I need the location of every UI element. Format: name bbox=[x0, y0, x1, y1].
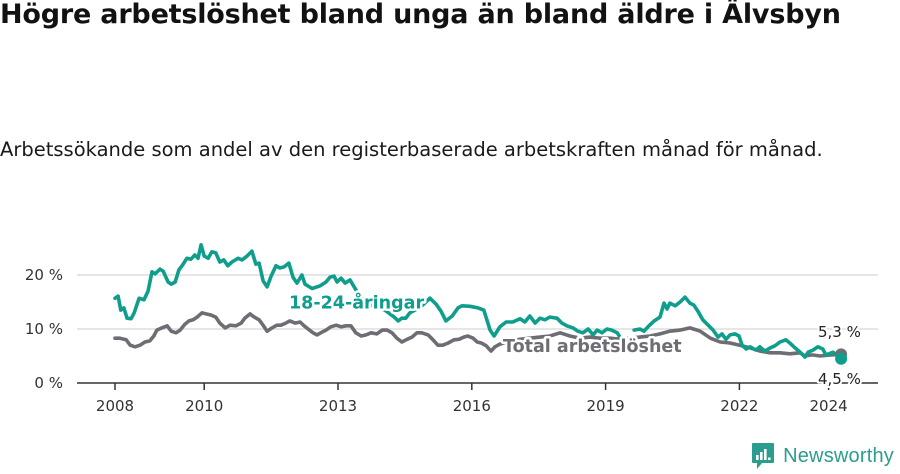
x-tick-label: 2010 bbox=[185, 397, 223, 415]
x-tick-label: 2019 bbox=[587, 397, 625, 415]
y-tick-label: 10 % bbox=[25, 320, 63, 338]
x-tick-label: 2013 bbox=[319, 397, 357, 415]
bar-chart-speech-bubble-icon bbox=[751, 442, 775, 470]
youth-unemployment-line bbox=[113, 243, 843, 361]
x-tick-label: 2024 bbox=[810, 397, 848, 415]
x-tick-label: 2022 bbox=[720, 397, 758, 415]
x-axis-ticks bbox=[114, 383, 830, 390]
total-end-value-label: 5,3 % bbox=[818, 323, 861, 341]
total-unemployment-line bbox=[113, 311, 843, 358]
y-tick-label: 0 % bbox=[34, 374, 63, 392]
youth-series-label: 18-24-åringar bbox=[289, 292, 424, 314]
youth-end-point bbox=[835, 352, 848, 365]
grid-lines bbox=[77, 274, 878, 330]
total-series-label: Total arbetslöshet bbox=[503, 337, 682, 357]
youth-end-value-label: 4,5 % bbox=[818, 370, 861, 388]
y-tick-label: 20 % bbox=[25, 266, 63, 284]
brand-footer: Newsworthy bbox=[751, 442, 894, 470]
brand-name: Newsworthy bbox=[783, 444, 894, 467]
chart-title: Högre arbetslöshet bland unga än bland ä… bbox=[0, 0, 841, 30]
x-tick-label: 2008 bbox=[96, 397, 134, 415]
x-axis-labels: 2008 2010 2013 2016 2019 2022 2024 bbox=[96, 397, 848, 415]
chart-subtitle: Arbetssökande som andel av den registerb… bbox=[0, 138, 823, 161]
x-tick-label: 2016 bbox=[453, 397, 491, 415]
y-axis-labels: 0 % 10 % 20 % bbox=[25, 266, 63, 392]
